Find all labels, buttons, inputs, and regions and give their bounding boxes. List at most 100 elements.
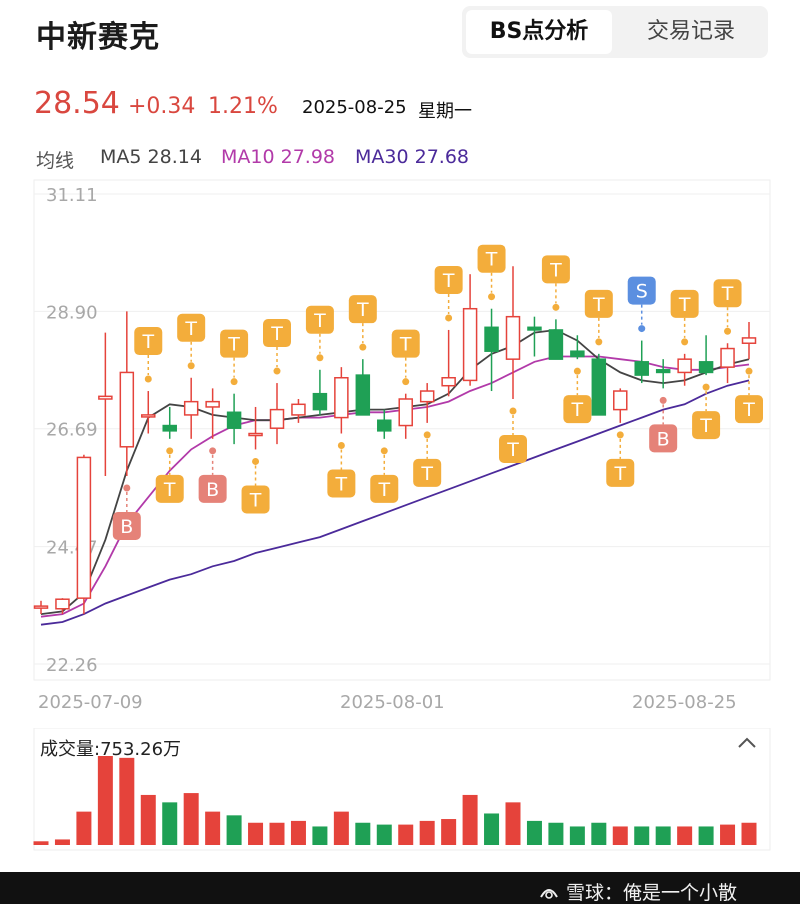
marker-badge (735, 395, 763, 424)
bs-marker: B (112, 484, 141, 540)
marker-badge (413, 458, 442, 487)
bs-marker: B (649, 396, 678, 453)
candle (334, 367, 349, 434)
marker-label: T (549, 259, 562, 281)
marker-badge (563, 395, 592, 424)
volume-chart[interactable] (0, 728, 800, 852)
volume-bar (33, 841, 49, 845)
volume-bar (548, 822, 564, 845)
candle-body (441, 377, 456, 387)
plot-frame (33, 179, 771, 681)
last-price: 28.54 (34, 86, 120, 121)
candle-body (269, 408, 285, 429)
marker-label: T (721, 283, 734, 305)
volume-bar (591, 822, 607, 845)
volume-bar (698, 826, 714, 845)
bs-marker: T (499, 407, 527, 463)
marker-label: T (678, 294, 691, 316)
x-tick-label: 2025-08-01 (340, 692, 445, 713)
bs-marker: S (627, 276, 656, 333)
marker-badge (692, 411, 721, 440)
ma5-legend: MA5 28.14 (100, 146, 202, 168)
volume-bar (140, 794, 156, 845)
marker-dot (509, 407, 517, 415)
candle-body (162, 424, 177, 432)
marker-label: B (206, 479, 219, 501)
watermark-text: 雪球：俺是一个小散 (566, 882, 738, 904)
candle (183, 377, 199, 439)
candle (698, 335, 714, 376)
marker-label: T (506, 439, 519, 461)
volume-bar (634, 826, 650, 845)
marker-dot (681, 338, 689, 346)
marker-dot (123, 484, 131, 492)
ma10-legend: MA10 27.98 (221, 146, 335, 168)
volume-bar (741, 822, 757, 845)
volume-title: 成交量: (40, 739, 101, 760)
tab-trade-records[interactable]: 交易记录 (646, 19, 735, 44)
marker-dot (144, 375, 152, 383)
candle-body (55, 598, 70, 610)
candle-body (548, 329, 564, 360)
marker-dot (552, 303, 560, 311)
volume-bar (290, 820, 306, 845)
volume-bar (97, 756, 113, 845)
candle-body (377, 419, 392, 432)
marker-label: T (742, 399, 755, 421)
bs-marker: T (391, 329, 420, 386)
volume-value: 753.26万 (100, 739, 182, 760)
ma10-value: 27.98 (280, 146, 336, 168)
volume-bar (76, 811, 92, 845)
volume-bar (655, 826, 671, 845)
bs-marker: B (198, 447, 227, 503)
candle (655, 359, 671, 389)
candle (398, 393, 413, 439)
candle-body (613, 390, 628, 411)
marker-badge (434, 265, 463, 294)
candle (591, 353, 607, 416)
ma10-name: MA10 (221, 146, 275, 168)
volume-bar (333, 811, 349, 845)
candle (720, 343, 735, 384)
bs-marker: T (735, 367, 763, 424)
y-tick-label: 26.69 (46, 420, 98, 441)
marker-badge (155, 474, 184, 503)
marker-badge (112, 512, 141, 540)
bs-marker: T (370, 447, 399, 503)
marker-dot (488, 293, 496, 301)
bs-marker: T (155, 447, 184, 503)
marker-dot (273, 367, 281, 375)
price-change-pct: 1.21% (208, 94, 278, 119)
tab-bs-analysis[interactable]: BS点分析 (466, 10, 612, 54)
volume-bar (484, 813, 500, 845)
ma30-legend: MA30 27.68 (355, 146, 469, 168)
marker-label: T (377, 479, 390, 501)
marker-label: T (399, 334, 412, 356)
candle (98, 332, 113, 476)
marker-label: T (163, 479, 176, 501)
volume-bar (119, 757, 135, 845)
marker-badge (241, 485, 270, 514)
candle (548, 319, 564, 360)
chevron-up-icon[interactable] (736, 732, 758, 756)
bs-marker: T (241, 457, 270, 514)
candle (677, 353, 692, 386)
candle (76, 454, 92, 615)
marker-dot (402, 378, 410, 386)
marker-badge (541, 255, 570, 284)
candle (505, 266, 521, 399)
volume-bar (419, 820, 435, 845)
marker-badge (327, 469, 356, 498)
candle-body (527, 326, 542, 331)
x-tick-label: 2025-07-09 (38, 692, 143, 713)
marker-dot (380, 447, 388, 455)
marker-badge (220, 329, 249, 358)
candle (419, 383, 435, 423)
marker-badge (305, 305, 334, 334)
marker-label: T (485, 249, 498, 271)
candle-body (698, 361, 714, 374)
candle (441, 329, 456, 397)
candle-body (205, 400, 220, 408)
marker-dot (445, 314, 453, 322)
